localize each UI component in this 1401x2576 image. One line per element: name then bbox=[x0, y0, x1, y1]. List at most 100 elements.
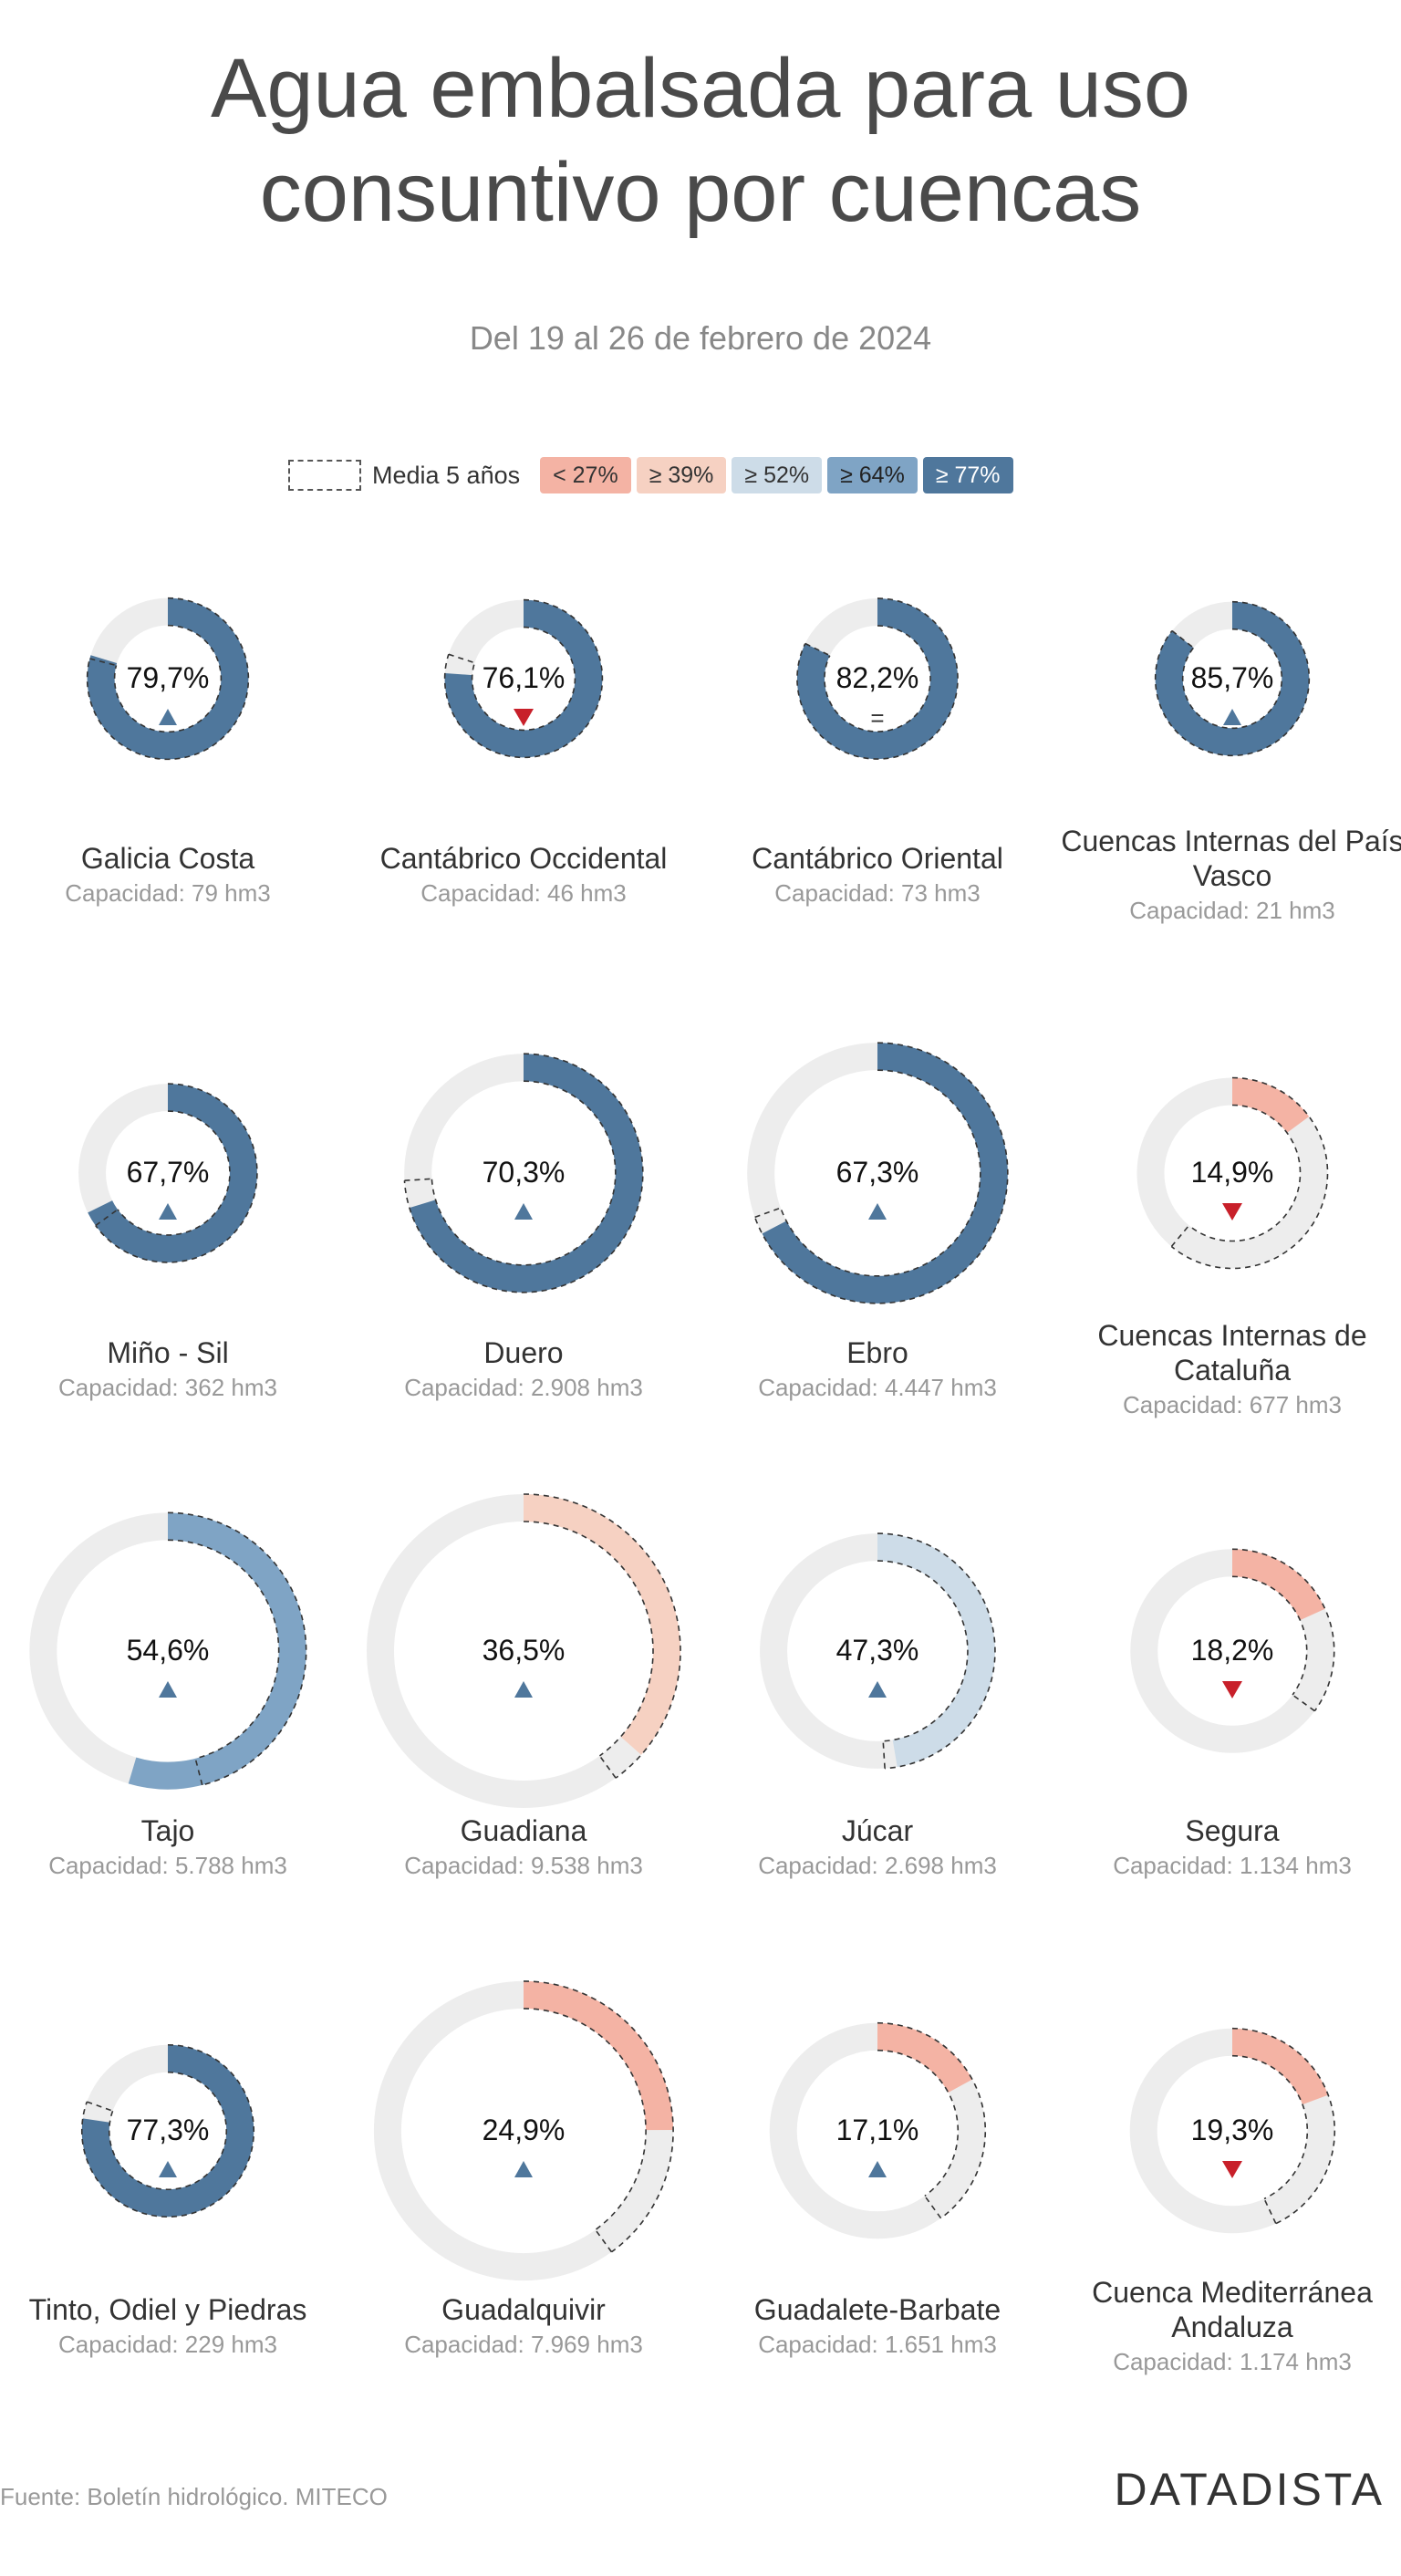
basin-capacity: Capacidad: 7.969 hm3 bbox=[404, 2331, 643, 2358]
basin-name: Cuenca Mediterránea Andaluza bbox=[1092, 2276, 1373, 2343]
basin-name: Cantábrico Oriental bbox=[752, 842, 1003, 875]
trend-up-icon bbox=[868, 1681, 887, 1698]
avg5y-inner-arc bbox=[167, 1539, 280, 1760]
basin-capacity: Capacidad: 2.908 hm3 bbox=[404, 1374, 643, 1401]
trend-down-icon bbox=[514, 709, 534, 726]
title-line-2: consuntivo por cuencas bbox=[259, 146, 1142, 239]
legend-bin-ge77: ≥ 77% bbox=[922, 457, 1013, 493]
avg5y-end-tick bbox=[404, 1178, 432, 1182]
avg5y-end-tick bbox=[95, 1209, 119, 1227]
donut-value-arc bbox=[1231, 1077, 1310, 1134]
donut-7: 14,9% bbox=[1136, 1076, 1329, 1270]
donut-value-arc bbox=[796, 597, 959, 760]
donut-9: 36,5% bbox=[367, 1493, 681, 1808]
avg5y-inner-arc bbox=[1231, 1575, 1308, 1696]
basin-capacity: Capacidad: 4.447 hm3 bbox=[758, 1374, 997, 1401]
basin-name: Guadiana bbox=[460, 1814, 587, 1847]
avg5y-outer-arc bbox=[86, 597, 250, 761]
basin-name: Ebro bbox=[846, 1336, 908, 1369]
basin-name: Cuencas Internas de Cataluña bbox=[1097, 1319, 1367, 1387]
basin-capacity: Capacidad: 46 hm3 bbox=[420, 879, 627, 907]
trend-down-icon bbox=[1222, 2161, 1242, 2178]
trend-up-icon bbox=[514, 1681, 533, 1698]
donut-3: 85,7% bbox=[1154, 600, 1311, 757]
legend-bin-ge64: ≥ 64% bbox=[827, 457, 918, 493]
donut-value-label: 77,3% bbox=[127, 2114, 210, 2146]
donut-value-label: 79,7% bbox=[127, 661, 210, 694]
avg5y-end-tick bbox=[1292, 1694, 1315, 1712]
donut-value-arc bbox=[444, 599, 603, 758]
donut-6: 67,3% bbox=[747, 1042, 1009, 1304]
donut-8: 54,6% bbox=[29, 1511, 307, 1790]
avg5y-inner-arc bbox=[824, 625, 931, 732]
avg5y-outer-arc bbox=[1231, 1548, 1335, 1712]
avg5y-outer-arc bbox=[167, 1511, 307, 1786]
avg5y-end-tick bbox=[89, 658, 117, 667]
trend-up-icon bbox=[159, 709, 177, 725]
basin-capacity: Capacidad: 1.134 hm3 bbox=[1113, 1852, 1352, 1879]
donut-value-arc bbox=[128, 1512, 306, 1790]
basin-capacity: Capacidad: 1.651 hm3 bbox=[758, 2331, 997, 2358]
trend-up-icon bbox=[159, 1203, 177, 1220]
donut-value-label: 14,9% bbox=[1191, 1156, 1274, 1189]
donut-1: 76,1% bbox=[443, 598, 604, 759]
brand-logo: DATADISTA bbox=[1114, 2464, 1385, 2515]
chart-title: Agua embalsada para uso consuntivo por c… bbox=[0, 36, 1401, 244]
avg5y-outer-arc bbox=[877, 2021, 987, 2219]
avg5y-inner-arc bbox=[431, 1080, 617, 1266]
legend-bin-ge39: ≥ 39% bbox=[636, 457, 727, 493]
trend-up-icon bbox=[514, 2161, 533, 2177]
donut-value-label: 67,3% bbox=[836, 1156, 919, 1189]
donut-value-arc bbox=[1231, 2028, 1329, 2105]
donut-15: 19,3% bbox=[1129, 2027, 1336, 2234]
avg5y-outer-arc bbox=[1170, 1076, 1329, 1270]
trend-down-icon bbox=[1222, 1681, 1242, 1698]
basin-capacity: Capacidad: 21 hm3 bbox=[1129, 897, 1335, 924]
donut-value-label: 36,5% bbox=[483, 1634, 566, 1667]
basin-capacity: Capacidad: 9.538 hm3 bbox=[404, 1852, 643, 1879]
avg5y-inner-arc bbox=[108, 2071, 228, 2190]
avg5y-outer-arc bbox=[1231, 2027, 1336, 2225]
trend-up-icon bbox=[159, 2161, 177, 2177]
donut-12: 77,3% bbox=[80, 2043, 255, 2218]
avg5y-end-tick bbox=[1170, 1224, 1190, 1248]
donut-value-label: 47,3% bbox=[836, 1634, 919, 1667]
donut-value-label: 85,7% bbox=[1191, 661, 1274, 694]
avg5y-inner-arc bbox=[877, 2049, 960, 2197]
basin-name: Miño - Sil bbox=[107, 1336, 229, 1369]
basin-capacity: Capacidad: 2.698 hm3 bbox=[758, 1852, 997, 1879]
donut-5: 70,3% bbox=[403, 1053, 644, 1293]
avg5y-end-tick bbox=[448, 653, 475, 664]
basin-capacity: Capacidad: 677 hm3 bbox=[1123, 1391, 1342, 1418]
trend-equal-icon: = bbox=[870, 704, 884, 732]
donut-value-label: 67,7% bbox=[127, 1156, 210, 1189]
basin-name: Duero bbox=[483, 1336, 564, 1369]
avg5y-inner-arc bbox=[1181, 628, 1283, 730]
avg5y-inner-arc bbox=[877, 1560, 969, 1742]
avg5y-outer-arc bbox=[523, 1493, 681, 1779]
donut-value-label: 17,1% bbox=[836, 2114, 919, 2146]
basin-name: Cuencas Internas del País Vasco bbox=[1061, 825, 1401, 892]
avg5y-end-tick bbox=[924, 2195, 942, 2219]
avg5y-outer-arc bbox=[1154, 600, 1311, 757]
donut-value-arc bbox=[762, 1043, 1008, 1304]
donut-14: 17,1% bbox=[769, 2021, 987, 2239]
basin-capacity: Capacidad: 5.788 hm3 bbox=[48, 1852, 287, 1879]
donut-value-arc bbox=[87, 597, 249, 760]
donut-value-arc bbox=[523, 1494, 680, 1755]
avg5y-end-tick bbox=[882, 1740, 886, 1769]
basin-name: Tajo bbox=[140, 1814, 195, 1847]
avg5y-end-tick bbox=[194, 1758, 203, 1786]
donut-value-arc bbox=[81, 2044, 254, 2218]
trend-up-icon bbox=[159, 1681, 177, 1698]
avg5y-inner-arc bbox=[523, 2008, 647, 2231]
avg5y-inner-arc bbox=[117, 1110, 231, 1236]
source-note: Fuente: Boletín hidrológico. MITECO bbox=[0, 2483, 388, 2510]
donut-value-label: 54,6% bbox=[127, 1634, 210, 1667]
basin-capacity: Capacidad: 362 hm3 bbox=[58, 1374, 277, 1401]
basin-name: Cantábrico Occidental bbox=[379, 842, 668, 875]
donut-value-arc bbox=[877, 1533, 995, 1768]
avg5y-end-tick bbox=[754, 1207, 782, 1219]
donut-0: 79,7% bbox=[86, 597, 250, 761]
donut-value-label: 24,9% bbox=[483, 2114, 566, 2146]
